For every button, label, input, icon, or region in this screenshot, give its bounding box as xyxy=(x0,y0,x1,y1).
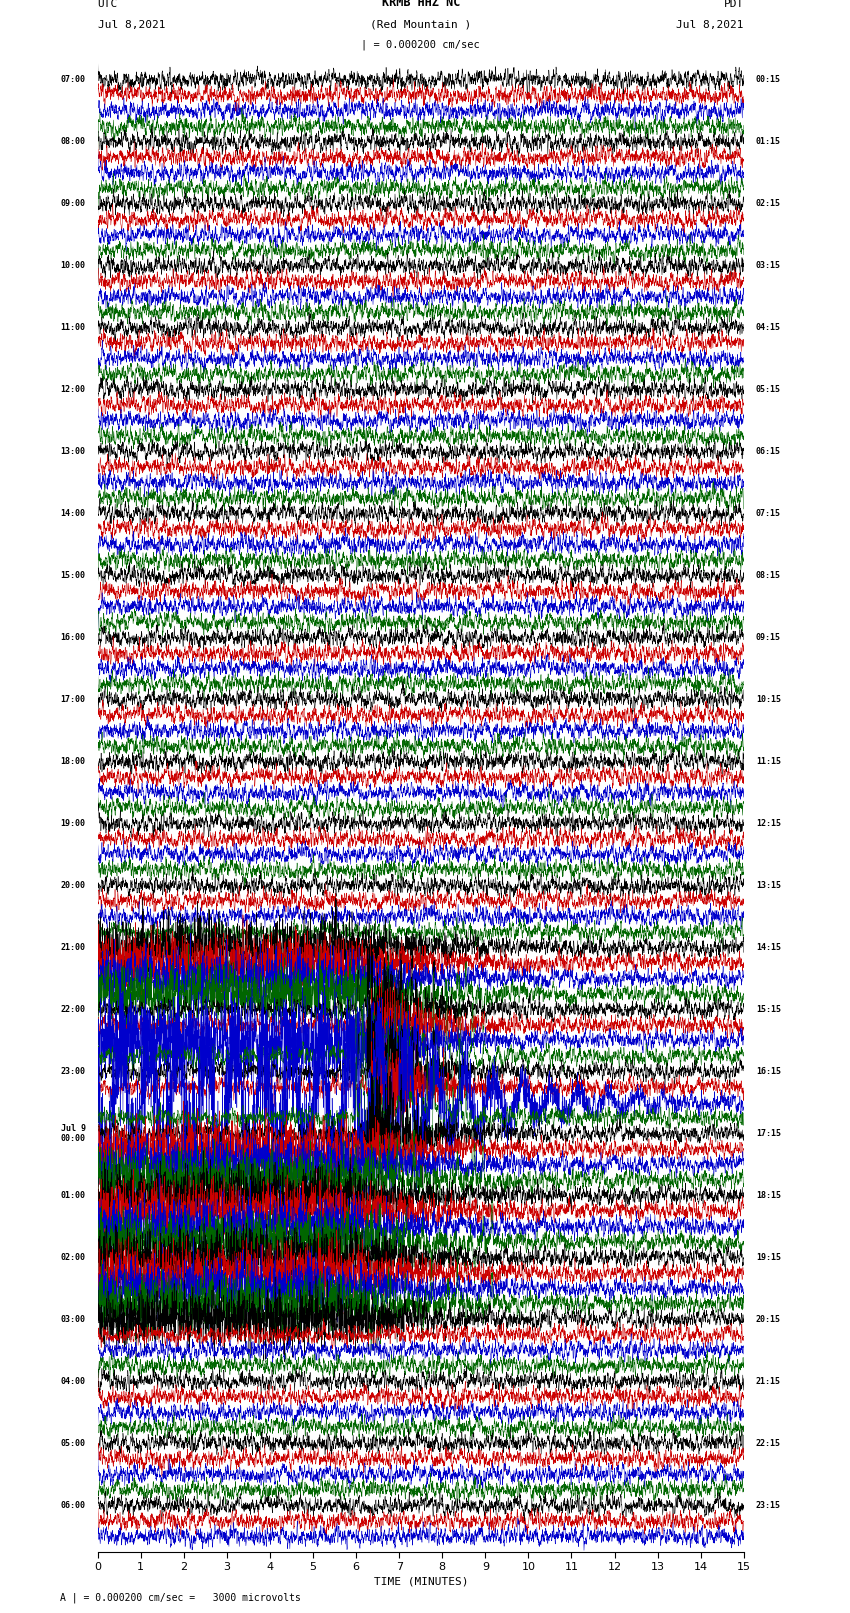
Text: | = 0.000200 cm/sec: | = 0.000200 cm/sec xyxy=(361,40,480,50)
Text: 00:15: 00:15 xyxy=(756,76,781,84)
Text: 22:15: 22:15 xyxy=(756,1439,781,1448)
Text: 23:00: 23:00 xyxy=(60,1066,86,1076)
Text: 02:15: 02:15 xyxy=(756,198,781,208)
Text: 13:15: 13:15 xyxy=(756,881,781,890)
Text: 16:15: 16:15 xyxy=(756,1066,781,1076)
Text: UTC: UTC xyxy=(98,0,118,8)
Text: KRMB HHZ NC: KRMB HHZ NC xyxy=(382,0,460,8)
Text: 02:00: 02:00 xyxy=(60,1253,86,1261)
X-axis label: TIME (MINUTES): TIME (MINUTES) xyxy=(373,1576,468,1586)
Text: 12:00: 12:00 xyxy=(60,386,86,394)
Text: 21:00: 21:00 xyxy=(60,944,86,952)
Text: 17:00: 17:00 xyxy=(60,695,86,703)
Text: 14:00: 14:00 xyxy=(60,510,86,518)
Text: 04:15: 04:15 xyxy=(756,323,781,332)
Text: 15:00: 15:00 xyxy=(60,571,86,581)
Text: 18:00: 18:00 xyxy=(60,756,86,766)
Text: Jul 8,2021: Jul 8,2021 xyxy=(98,19,165,29)
Text: 03:00: 03:00 xyxy=(60,1315,86,1324)
Text: 05:15: 05:15 xyxy=(756,386,781,394)
Text: 09:15: 09:15 xyxy=(756,632,781,642)
Text: 01:00: 01:00 xyxy=(60,1190,86,1200)
Text: 17:15: 17:15 xyxy=(756,1129,781,1137)
Text: Jul 9
00:00: Jul 9 00:00 xyxy=(60,1124,86,1144)
Text: 06:00: 06:00 xyxy=(60,1500,86,1510)
Text: 21:15: 21:15 xyxy=(756,1378,781,1386)
Text: 22:00: 22:00 xyxy=(60,1005,86,1015)
Text: 20:00: 20:00 xyxy=(60,881,86,890)
Text: 11:00: 11:00 xyxy=(60,323,86,332)
Text: 03:15: 03:15 xyxy=(756,261,781,269)
Text: A | = 0.000200 cm/sec =   3000 microvolts: A | = 0.000200 cm/sec = 3000 microvolts xyxy=(60,1592,300,1603)
Text: 05:00: 05:00 xyxy=(60,1439,86,1448)
Text: 08:00: 08:00 xyxy=(60,137,86,147)
Text: 19:15: 19:15 xyxy=(756,1253,781,1261)
Text: 11:15: 11:15 xyxy=(756,756,781,766)
Text: 18:15: 18:15 xyxy=(756,1190,781,1200)
Text: 16:00: 16:00 xyxy=(60,632,86,642)
Text: 20:15: 20:15 xyxy=(756,1315,781,1324)
Text: 15:15: 15:15 xyxy=(756,1005,781,1015)
Text: (Red Mountain ): (Red Mountain ) xyxy=(370,19,472,29)
Text: 07:00: 07:00 xyxy=(60,76,86,84)
Text: 08:15: 08:15 xyxy=(756,571,781,581)
Text: Jul 8,2021: Jul 8,2021 xyxy=(677,19,744,29)
Text: 09:00: 09:00 xyxy=(60,198,86,208)
Text: 13:00: 13:00 xyxy=(60,447,86,456)
Text: 01:15: 01:15 xyxy=(756,137,781,147)
Text: PDT: PDT xyxy=(723,0,744,8)
Text: 10:00: 10:00 xyxy=(60,261,86,269)
Text: 19:00: 19:00 xyxy=(60,819,86,827)
Text: 07:15: 07:15 xyxy=(756,510,781,518)
Text: 23:15: 23:15 xyxy=(756,1500,781,1510)
Text: 12:15: 12:15 xyxy=(756,819,781,827)
Text: 04:00: 04:00 xyxy=(60,1378,86,1386)
Text: 06:15: 06:15 xyxy=(756,447,781,456)
Text: 14:15: 14:15 xyxy=(756,944,781,952)
Text: 10:15: 10:15 xyxy=(756,695,781,703)
